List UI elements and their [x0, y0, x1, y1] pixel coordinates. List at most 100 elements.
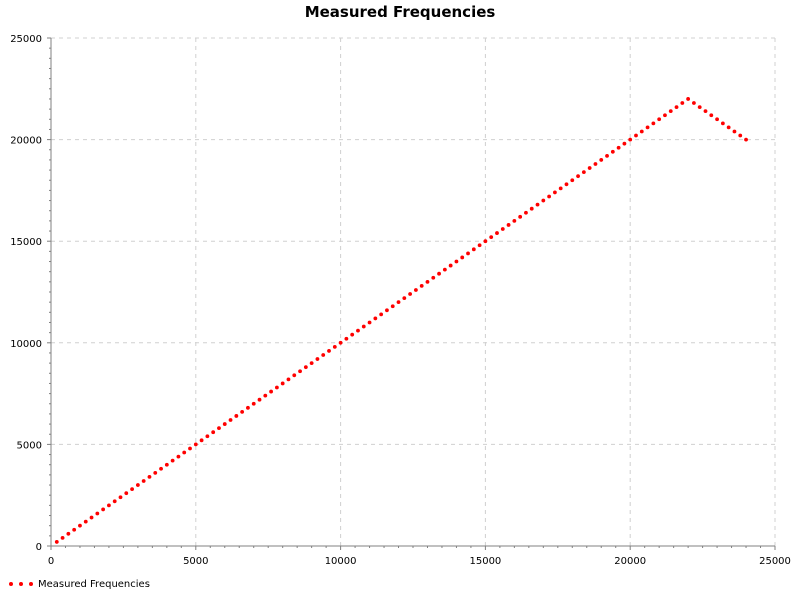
data-point [350, 332, 355, 337]
data-point [437, 271, 441, 276]
data-point [234, 414, 239, 418]
data-point [564, 182, 569, 187]
data-point [668, 109, 673, 114]
data-point [344, 336, 349, 341]
axes: 0 5000 10000 15000 20000 25000 0 5000 10000 15000… [10, 34, 791, 567]
data-point [587, 166, 592, 170]
data-point [280, 381, 285, 386]
data-point [471, 247, 476, 252]
data-point [182, 450, 187, 455]
data-point [610, 149, 615, 154]
data-point [78, 523, 82, 528]
data-point [518, 214, 523, 219]
data-point [309, 361, 314, 366]
x-tick-label: 25000 [759, 556, 791, 567]
data-point [361, 324, 366, 329]
data-points [54, 97, 748, 544]
y-tick-label: 25000 [10, 34, 42, 45]
data-point [547, 194, 552, 199]
data-point [738, 133, 743, 138]
data-point [274, 385, 279, 390]
data-point [634, 133, 638, 138]
data-point [332, 344, 337, 349]
legend-swatch-icon [8, 577, 34, 591]
legend-dot [19, 582, 23, 586]
data-point [466, 251, 470, 256]
data-point [732, 129, 737, 134]
data-point [135, 483, 140, 487]
data-point [193, 442, 198, 447]
y-tick-label: 5000 [17, 440, 42, 451]
data-point [535, 202, 540, 207]
data-point [628, 137, 633, 142]
data-point [674, 105, 679, 109]
data-point [101, 507, 106, 512]
data-point [321, 353, 326, 357]
data-point [315, 357, 320, 361]
data-point [726, 125, 731, 130]
data-point [408, 292, 413, 296]
data-point [524, 210, 528, 215]
data-point [164, 462, 169, 467]
x-tick-label: 20000 [614, 556, 646, 567]
chart-title: Measured Frequencies [304, 3, 496, 21]
data-point [616, 145, 621, 150]
data-point [593, 162, 598, 166]
x-tick-label: 15000 [469, 556, 501, 567]
x-tick-label: 5000 [183, 556, 208, 567]
legend: Measured Frequencies [8, 577, 150, 591]
data-point [500, 227, 505, 231]
y-tick-label: 0 [36, 542, 42, 553]
data-point [645, 125, 650, 130]
data-point [303, 365, 308, 370]
data-point [228, 418, 233, 422]
data-point [396, 300, 401, 305]
data-point [697, 105, 702, 109]
data-point [663, 113, 667, 118]
data-point [686, 97, 691, 101]
data-point [703, 109, 708, 114]
data-point [222, 422, 227, 426]
data-point [425, 279, 430, 284]
data-point [89, 515, 94, 520]
data-point [124, 491, 129, 496]
data-point [558, 186, 563, 191]
data-point [720, 121, 725, 126]
data-point [541, 198, 546, 203]
data-point [118, 495, 123, 500]
data-point [159, 466, 163, 471]
data-point [269, 389, 273, 394]
data-point [130, 487, 134, 492]
data-point [263, 393, 268, 398]
x-tick-label: 0 [48, 556, 54, 567]
data-point [153, 470, 158, 475]
data-point [54, 540, 59, 544]
data-point [413, 288, 418, 292]
data-point [298, 369, 302, 374]
data-point [390, 304, 395, 309]
data-point [431, 275, 436, 280]
data-point [112, 499, 117, 504]
data-point [217, 426, 221, 431]
data-point [257, 397, 262, 402]
data-point [170, 458, 175, 463]
data-point [448, 263, 453, 268]
data-point [367, 320, 372, 325]
data-point [657, 117, 662, 122]
data-point [205, 434, 210, 439]
data-point [581, 170, 586, 175]
data-point [460, 255, 465, 260]
data-point [83, 519, 88, 524]
data-point [338, 340, 343, 345]
data-point [599, 158, 604, 162]
data-point [147, 475, 152, 479]
data-point [251, 401, 256, 406]
data-point [107, 503, 111, 508]
data-point [692, 101, 696, 105]
data-point [211, 430, 216, 435]
data-point [570, 178, 575, 183]
data-point [576, 174, 580, 179]
data-point [95, 511, 100, 516]
data-point [385, 308, 389, 313]
